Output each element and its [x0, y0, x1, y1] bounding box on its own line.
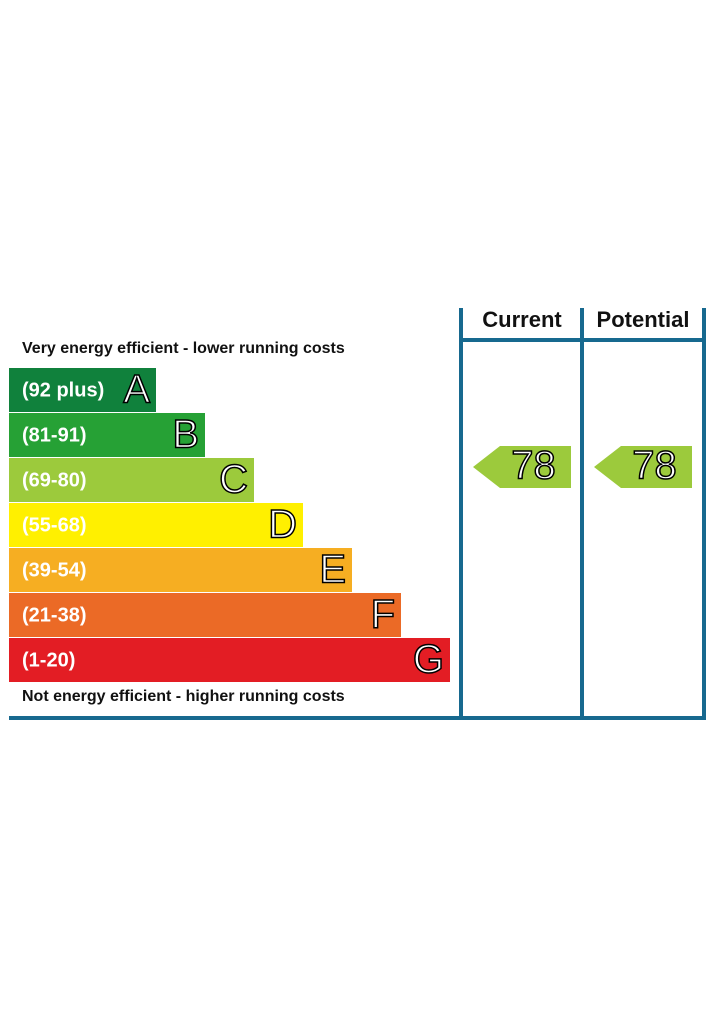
column-header: Potential — [597, 307, 690, 332]
band-range: (81-91) — [22, 424, 86, 446]
band-letter: A — [123, 368, 150, 412]
rating-arrow — [594, 446, 692, 488]
band-bar — [9, 548, 352, 592]
band-letter: E — [319, 548, 346, 592]
band-range: (1-20) — [22, 649, 75, 671]
band-letter: B — [172, 413, 199, 457]
band-bar — [9, 458, 254, 502]
band-range: (55-68) — [22, 514, 86, 536]
column-header: Current — [482, 307, 562, 332]
top-label: Very energy efficient - lower running co… — [22, 340, 345, 357]
band-letter: D — [268, 503, 297, 547]
band-bar — [9, 503, 303, 547]
band-bar — [9, 368, 156, 412]
band-letter: G — [413, 638, 444, 682]
band-letter: C — [219, 458, 248, 502]
band-range: (39-54) — [22, 559, 86, 581]
bottom-label: Not energy efficient - higher running co… — [22, 688, 345, 705]
rating-arrow — [473, 446, 571, 488]
band-range: (92 plus) — [22, 379, 104, 401]
band-bar — [9, 638, 450, 682]
band-bar — [9, 413, 205, 457]
band-range: (69-80) — [22, 469, 86, 491]
rating-value: 78 — [632, 444, 677, 488]
band-letter: F — [371, 593, 395, 637]
rating-value: 78 — [511, 444, 556, 488]
band-bar — [9, 593, 401, 637]
band-range: (21-38) — [22, 604, 86, 626]
